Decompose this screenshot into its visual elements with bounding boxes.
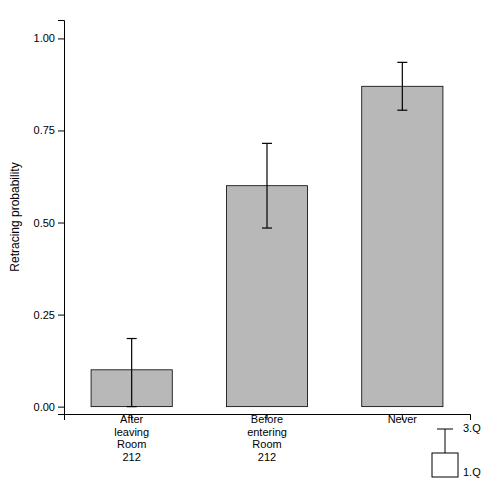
error-bar-cap-upper: [397, 62, 407, 63]
y-tick-label: 0.50: [34, 217, 55, 229]
x-tick-label: Never: [388, 413, 418, 425]
legend-label: 1.Q: [463, 466, 481, 478]
legend-box: [432, 453, 458, 477]
error-bar: [262, 143, 272, 228]
y-tick: 1.00: [34, 32, 64, 44]
y-tick-mark: [58, 130, 64, 131]
error-bar-cap-upper: [262, 143, 272, 144]
y-tick: 0.50: [34, 217, 64, 229]
error-bar-cap-lower: [397, 110, 407, 111]
y-tick: 0.25: [34, 309, 64, 321]
error-bar-line: [131, 339, 132, 407]
y-axis-line: [58, 21, 65, 415]
plot: 0.00 0.25 0.50 0.75 1.00 AfterleavingRoom212 B…: [34, 21, 471, 463]
y-tick: 0.75: [34, 124, 64, 136]
x-tick-label: AfterleavingRoom212: [114, 413, 149, 463]
legend-cap: [437, 429, 453, 430]
x-tick-label: BeforeenteringRoom212: [247, 413, 287, 463]
x-axis: AfterleavingRoom212 BeforeenteringRoom212…: [65, 413, 471, 463]
y-axis-title: Retracing probability: [8, 162, 22, 271]
legend-label: 3.Q: [463, 422, 481, 434]
x-tick: AfterleavingRoom212: [114, 413, 149, 463]
y-tick: 0.00: [34, 401, 64, 413]
legend: 3.Q 1.Q: [432, 422, 481, 478]
x-tick: Never: [388, 413, 418, 425]
x-tick: BeforeenteringRoom212: [247, 413, 287, 463]
chart: 0.00 0.25 0.50 0.75 1.00 AfterleavingRoom212 B…: [0, 0, 500, 499]
y-tick-mark: [58, 223, 64, 224]
error-bar-line: [266, 143, 267, 228]
error-bar: [397, 62, 407, 110]
legend-whisker: [445, 429, 446, 453]
marks: [91, 62, 443, 406]
y-tick-label: 0.25: [34, 309, 55, 321]
error-bar-cap-lower: [127, 406, 137, 407]
y-tick-mark: [58, 407, 64, 408]
y-tick-mark: [58, 315, 64, 316]
error-bar-cap-upper: [127, 338, 137, 339]
y-tick-label: 0.75: [34, 124, 55, 136]
y-tick-mark: [58, 38, 64, 39]
error-bar: [127, 339, 137, 407]
y-axis: 0.00 0.25 0.50 0.75 1.00: [34, 21, 65, 415]
bar: [362, 86, 443, 406]
y-tick-label: 0.00: [34, 401, 55, 413]
error-bar-line: [402, 62, 403, 110]
y-tick-label: 1.00: [34, 32, 55, 44]
error-bar-cap-lower: [262, 227, 272, 228]
